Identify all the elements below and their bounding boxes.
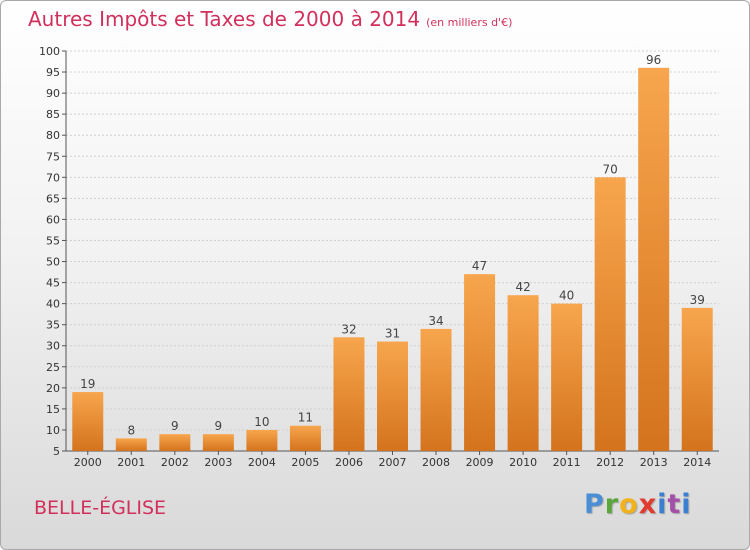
y-tick-label: 40	[46, 298, 60, 311]
y-tick-label: 45	[46, 277, 60, 290]
x-tick-label: 2012	[596, 456, 624, 469]
x-tick-label: 2006	[335, 456, 363, 469]
value-label: 70	[603, 162, 618, 176]
y-tick-label: 75	[46, 150, 60, 163]
x-tick-label: 2002	[161, 456, 189, 469]
x-tick-label: 2010	[509, 456, 537, 469]
value-label: 42	[515, 280, 530, 294]
bar	[551, 303, 583, 451]
x-tick-label: 2003	[204, 456, 232, 469]
value-label: 31	[385, 327, 400, 341]
y-tick-label: 30	[46, 340, 60, 353]
y-tick-label: 70	[46, 171, 60, 184]
x-tick-label: 2014	[683, 456, 711, 469]
x-tick-label: 2011	[553, 456, 581, 469]
value-label: 39	[690, 293, 705, 307]
y-tick-label: 50	[46, 256, 60, 269]
x-tick-label: 2000	[74, 456, 102, 469]
value-label: 11	[298, 411, 313, 425]
x-tick-label: 2008	[422, 456, 450, 469]
value-label: 34	[428, 314, 443, 328]
bar	[507, 295, 539, 451]
bar	[377, 341, 408, 451]
y-tick-label: 100	[39, 45, 60, 58]
value-label: 40	[559, 289, 574, 303]
y-tick-label: 80	[46, 129, 60, 142]
y-tick-label: 35	[46, 319, 60, 332]
proxiti-logo: Proxiti	[584, 489, 692, 520]
bar	[464, 274, 496, 451]
y-tick-label: 65	[46, 192, 60, 205]
bar	[72, 392, 104, 451]
bar	[638, 67, 670, 451]
bar	[246, 429, 278, 451]
value-label: 9	[215, 419, 223, 433]
y-tick-label: 85	[46, 108, 60, 121]
value-label: 32	[341, 322, 356, 336]
bar	[594, 177, 626, 451]
bar	[159, 434, 191, 451]
x-tick-label: 2005	[291, 456, 319, 469]
y-tick-label: 10	[46, 424, 60, 437]
y-tick-label: 5	[53, 445, 60, 458]
y-tick-label: 55	[46, 234, 60, 247]
bar	[681, 307, 713, 451]
chart-title: Autres Impôts et Taxes de 2000 à 2014 (en…	[28, 7, 512, 31]
bar	[333, 337, 365, 451]
bar	[202, 434, 234, 451]
chart-unit: (en milliers d'€)	[426, 16, 513, 29]
commune-name: BELLE-ÉGLISE	[34, 497, 167, 519]
x-tick-label: 2004	[248, 456, 276, 469]
x-tick-label: 2009	[466, 456, 494, 469]
y-tick-label: 95	[46, 66, 60, 79]
chart-title-text: Autres Impôts et Taxes de 2000 à 2014	[28, 7, 421, 31]
x-tick-label: 2013	[640, 456, 668, 469]
value-label: 47	[472, 259, 487, 273]
value-label: 8	[127, 423, 135, 437]
value-label: 10	[254, 415, 269, 429]
y-tick-label: 20	[46, 382, 60, 395]
y-tick-label: 25	[46, 361, 60, 374]
bar	[289, 425, 321, 451]
x-tick-label: 2007	[379, 456, 407, 469]
y-tick-label: 90	[46, 87, 60, 100]
bar	[115, 438, 147, 451]
value-label: 96	[646, 53, 661, 67]
value-label: 19	[80, 377, 95, 391]
bar	[420, 328, 452, 451]
y-tick-label: 15	[46, 403, 60, 416]
x-tick-label: 2001	[117, 456, 145, 469]
y-tick-label: 60	[46, 213, 60, 226]
value-label: 9	[171, 419, 179, 433]
